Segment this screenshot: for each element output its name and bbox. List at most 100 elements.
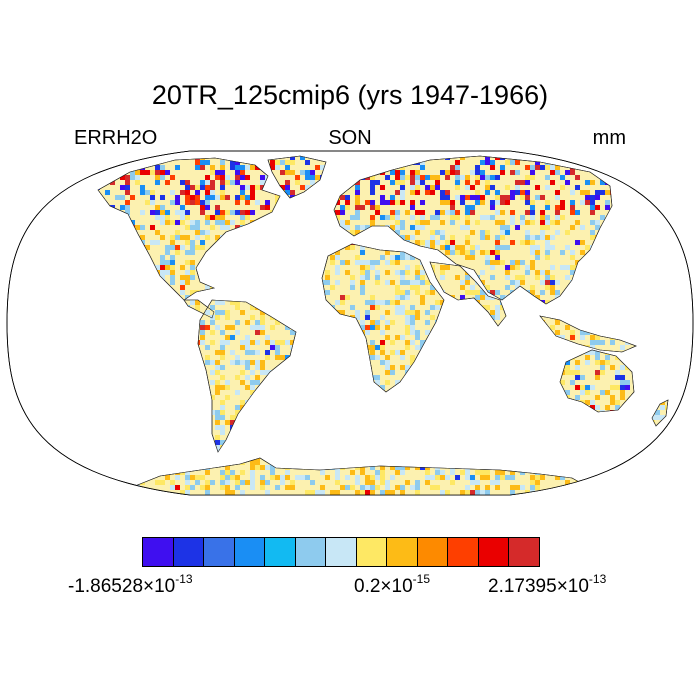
data-cell xyxy=(20,435,25,440)
data-cell xyxy=(370,475,375,480)
data-cell xyxy=(380,340,385,345)
data-cell xyxy=(105,190,110,195)
data-cell xyxy=(465,215,470,220)
data-cell xyxy=(415,220,420,225)
data-cell xyxy=(505,200,510,205)
data-cell xyxy=(590,405,595,410)
data-cell xyxy=(370,220,375,225)
data-cell xyxy=(375,205,380,210)
data-cell xyxy=(450,235,455,240)
data-cell xyxy=(685,200,690,205)
data-cell xyxy=(415,335,420,340)
data-cell xyxy=(225,465,230,470)
data-cell xyxy=(405,315,410,320)
data-cell xyxy=(215,320,220,325)
data-cell xyxy=(495,240,500,245)
data-cell xyxy=(290,156,295,160)
data-cell xyxy=(455,185,460,190)
data-cell xyxy=(285,180,290,185)
data-cell xyxy=(365,480,370,485)
data-cell xyxy=(400,280,405,285)
data-cell xyxy=(235,195,240,200)
data-cell xyxy=(205,215,210,220)
data-cell xyxy=(185,210,190,215)
data-cell xyxy=(325,475,330,480)
data-cell xyxy=(245,165,250,170)
data-cell xyxy=(545,165,550,170)
data-cell xyxy=(215,215,220,220)
data-cell xyxy=(265,360,270,365)
data-cell xyxy=(455,215,460,220)
data-cell xyxy=(530,245,535,250)
data-cell xyxy=(245,385,250,390)
data-cell xyxy=(405,280,410,285)
data-cell xyxy=(455,210,460,215)
data-cell xyxy=(660,205,665,210)
data-cell xyxy=(235,345,240,350)
data-cell xyxy=(40,175,45,180)
data-cell xyxy=(115,195,120,200)
data-cell xyxy=(415,240,420,245)
data-cell xyxy=(240,365,245,370)
data-cell xyxy=(390,475,395,480)
data-cell xyxy=(395,295,400,300)
data-cell xyxy=(245,480,250,485)
data-cell xyxy=(150,190,155,195)
data-cell xyxy=(215,330,220,335)
data-cell xyxy=(125,200,130,205)
data-cell xyxy=(670,430,675,435)
data-cell xyxy=(430,175,435,180)
data-cell xyxy=(395,310,400,315)
data-cell xyxy=(285,480,290,485)
data-cell xyxy=(355,480,360,485)
data-cell xyxy=(80,165,85,170)
data-cell xyxy=(15,450,20,455)
data-cell xyxy=(220,180,225,185)
data-cell xyxy=(70,470,75,475)
data-cell xyxy=(245,365,250,370)
data-cell xyxy=(60,155,65,160)
data-cell xyxy=(420,235,425,240)
data-cell xyxy=(515,250,520,255)
data-cell xyxy=(440,245,445,250)
data-cell xyxy=(655,170,660,175)
data-cell xyxy=(605,405,610,410)
data-cell xyxy=(235,475,240,480)
data-cell xyxy=(390,225,395,230)
data-cell xyxy=(340,195,345,200)
data-cell xyxy=(385,270,390,275)
data-cell xyxy=(445,240,450,245)
data-cell xyxy=(390,280,395,285)
data-cell xyxy=(215,370,220,375)
data-cell xyxy=(135,150,140,155)
data-cell xyxy=(370,215,375,220)
data-cell xyxy=(555,195,560,200)
data-cell xyxy=(485,235,490,240)
data-cell xyxy=(370,355,375,360)
data-cell xyxy=(235,200,240,205)
data-cell xyxy=(670,425,675,430)
data-cell xyxy=(580,190,585,195)
data-cell xyxy=(130,156,135,160)
data-cell xyxy=(535,270,540,275)
data-cell xyxy=(655,165,660,170)
data-cell xyxy=(415,180,420,185)
data-cell xyxy=(270,340,275,345)
data-cell xyxy=(420,315,425,320)
data-cell xyxy=(115,156,120,160)
data-cell xyxy=(450,205,455,210)
data-cell xyxy=(410,190,415,195)
data-cell xyxy=(485,215,490,220)
data-cell xyxy=(210,185,215,190)
data-cell xyxy=(240,480,245,485)
data-cell xyxy=(475,190,480,195)
data-cell xyxy=(545,235,550,240)
data-cell xyxy=(275,350,280,355)
data-cell xyxy=(445,175,450,180)
data-cell xyxy=(395,175,400,180)
data-cell xyxy=(525,180,530,185)
data-cell xyxy=(550,285,555,290)
data-cell xyxy=(510,275,515,280)
data-cell xyxy=(470,285,475,290)
data-cell xyxy=(470,195,475,200)
